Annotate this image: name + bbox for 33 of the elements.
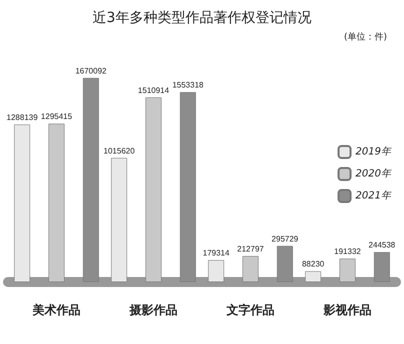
chart-title: 近3年多种类型作品著作权登记情况 bbox=[92, 10, 312, 26]
bar bbox=[374, 252, 390, 282]
bar bbox=[208, 260, 224, 282]
data-label: 212797 bbox=[237, 244, 264, 254]
data-label: 1670092 bbox=[75, 66, 108, 76]
data-label: 244538 bbox=[368, 240, 396, 250]
legend-label: 2021年 bbox=[356, 190, 392, 202]
bar bbox=[14, 124, 30, 282]
legend-label: 2019年 bbox=[356, 146, 392, 158]
data-label: 1553318 bbox=[172, 80, 204, 90]
bar bbox=[340, 258, 356, 282]
bar bbox=[48, 124, 64, 282]
chart-subtitle: (单位：件) bbox=[344, 32, 388, 42]
bar bbox=[242, 256, 258, 282]
data-label: 88230 bbox=[302, 260, 325, 269]
x-tick-label: 文字作品 bbox=[226, 303, 274, 317]
data-label: 1015620 bbox=[104, 146, 136, 156]
data-label: 1288139 bbox=[6, 113, 38, 122]
legend-label: 2020年 bbox=[356, 168, 392, 180]
bar bbox=[305, 271, 322, 282]
bar bbox=[111, 158, 128, 282]
bar bbox=[146, 97, 162, 282]
data-label: 295729 bbox=[272, 234, 299, 244]
data-label: 1510914 bbox=[138, 86, 170, 95]
data-label: 191332 bbox=[334, 247, 362, 256]
x-tick-label: 美术作品 bbox=[32, 303, 80, 317]
x-tick-label: 影视作品 bbox=[322, 303, 372, 317]
bar bbox=[180, 92, 196, 282]
data-label: 179314 bbox=[202, 248, 230, 258]
x-tick-label: 摄影作品 bbox=[128, 303, 178, 317]
data-label: 1295415 bbox=[40, 112, 73, 122]
bar bbox=[82, 78, 99, 282]
bar bbox=[276, 246, 293, 282]
